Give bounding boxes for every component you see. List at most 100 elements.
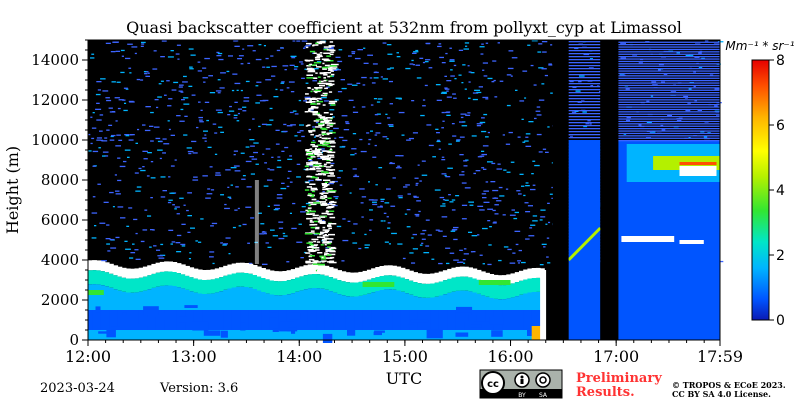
noise-speckle bbox=[263, 45, 266, 47]
cloud-column-speck bbox=[329, 201, 337, 204]
noise-speckle bbox=[305, 82, 309, 84]
noise-speckle bbox=[304, 46, 307, 48]
noise-speckle bbox=[388, 243, 391, 245]
bl-patch bbox=[106, 329, 116, 338]
post-gap-stripe bbox=[568, 74, 601, 76]
noise-speckle bbox=[354, 174, 357, 176]
noise-speckle bbox=[142, 124, 146, 126]
bl-band bbox=[185, 330, 190, 340]
bl-band bbox=[299, 310, 304, 330]
cloud-column-speck bbox=[308, 131, 313, 133]
noise-speckle bbox=[91, 127, 97, 129]
bl-band bbox=[388, 310, 393, 330]
noise-speckle bbox=[331, 69, 338, 71]
bl-top-band bbox=[455, 266, 461, 277]
cloud-column-speck bbox=[313, 198, 317, 201]
lower-cloud-layer bbox=[679, 240, 704, 244]
noise-speckle bbox=[275, 88, 278, 91]
noise-speckle bbox=[329, 109, 335, 111]
noise-speckle bbox=[296, 40, 301, 42]
noise-speckle bbox=[530, 188, 536, 191]
noise-speckle bbox=[719, 260, 724, 263]
noise-speckle bbox=[482, 69, 485, 71]
noise-speckle bbox=[298, 223, 302, 225]
noise-speckle bbox=[111, 81, 116, 83]
noise-speckle bbox=[541, 68, 547, 70]
cloud-column-speck bbox=[330, 70, 334, 72]
noise-speckle bbox=[207, 146, 212, 148]
noise-speckle bbox=[517, 262, 520, 264]
noise-speckle bbox=[547, 262, 551, 264]
noise-speckle bbox=[297, 131, 301, 133]
bl-band bbox=[506, 284, 511, 299]
noise-speckle bbox=[123, 87, 128, 89]
noise-speckle bbox=[403, 186, 408, 188]
noise-speckle bbox=[273, 96, 279, 98]
bl-band bbox=[307, 288, 313, 310]
noise-speckle bbox=[395, 167, 402, 169]
noise-speckle bbox=[153, 245, 157, 247]
cloud-column-speck bbox=[330, 148, 332, 150]
noise-speckle bbox=[198, 101, 201, 103]
bl-band bbox=[295, 277, 300, 292]
cloud-column-speck bbox=[314, 89, 322, 92]
x-axis: 12:00 13:00 14:00 15:00 16:00 17:00 17:59 bbox=[65, 340, 743, 366]
noise-speckle bbox=[168, 229, 174, 231]
bl-top-band bbox=[269, 270, 275, 281]
noise-speckle bbox=[487, 220, 491, 222]
noise-speckle bbox=[471, 235, 478, 237]
noise-speckle bbox=[435, 84, 441, 86]
noise-speckle bbox=[352, 133, 357, 135]
cloud-column-speck bbox=[328, 223, 337, 225]
noise-speckle bbox=[349, 192, 352, 194]
noise-speckle bbox=[233, 117, 238, 119]
post-gap-stripe bbox=[568, 95, 601, 97]
bl-band bbox=[442, 294, 448, 310]
cloud-column-speck bbox=[329, 41, 334, 43]
bl-band bbox=[197, 330, 203, 340]
noise-speckle bbox=[492, 222, 497, 224]
noise-speckle bbox=[415, 215, 420, 217]
cloud-column-speck bbox=[304, 111, 309, 113]
cloud-column-speck bbox=[315, 265, 320, 267]
noise-speckle bbox=[441, 156, 445, 158]
bl-top-band bbox=[197, 269, 203, 280]
noise-speckle bbox=[525, 133, 531, 135]
noise-speckle bbox=[525, 182, 529, 184]
cloud-column-speck bbox=[330, 140, 334, 143]
bl-top-band bbox=[92, 260, 97, 271]
cloud-column-speck bbox=[323, 195, 327, 197]
noise-speckle bbox=[225, 237, 231, 239]
noise-speckle bbox=[438, 148, 441, 150]
noise-speckle bbox=[390, 205, 396, 207]
bl-patch bbox=[240, 322, 246, 331]
noise-speckle bbox=[90, 116, 93, 118]
noise-speckle bbox=[199, 121, 204, 123]
cloud-column-speck bbox=[324, 120, 330, 123]
bl-band bbox=[307, 274, 313, 289]
cloud-column-speck bbox=[318, 219, 323, 221]
noise-speckle bbox=[420, 233, 425, 235]
noise-speckle bbox=[509, 214, 516, 216]
post-gap-stripe bbox=[568, 80, 601, 82]
bl-band bbox=[185, 289, 190, 310]
bl-band bbox=[273, 281, 279, 296]
bl-band bbox=[214, 292, 220, 310]
noise-speckle bbox=[209, 256, 214, 258]
noise-speckle bbox=[270, 229, 275, 231]
bl-band bbox=[130, 330, 135, 340]
bl-band bbox=[134, 278, 140, 293]
noise-speckle bbox=[170, 243, 173, 245]
colorbar-gradient bbox=[751, 59, 770, 321]
noise-speckle bbox=[482, 227, 488, 230]
post-gap-stripe bbox=[618, 128, 720, 130]
bl-band bbox=[240, 272, 245, 287]
noise-speckle bbox=[518, 193, 522, 195]
cloud-column-speck bbox=[314, 226, 320, 229]
noise-speckle bbox=[620, 42, 626, 44]
bl-band bbox=[468, 310, 473, 330]
noise-speckle bbox=[407, 193, 411, 195]
noise-speckle bbox=[248, 128, 251, 131]
noise-speckle bbox=[124, 102, 127, 104]
noise-speckle bbox=[223, 243, 227, 245]
